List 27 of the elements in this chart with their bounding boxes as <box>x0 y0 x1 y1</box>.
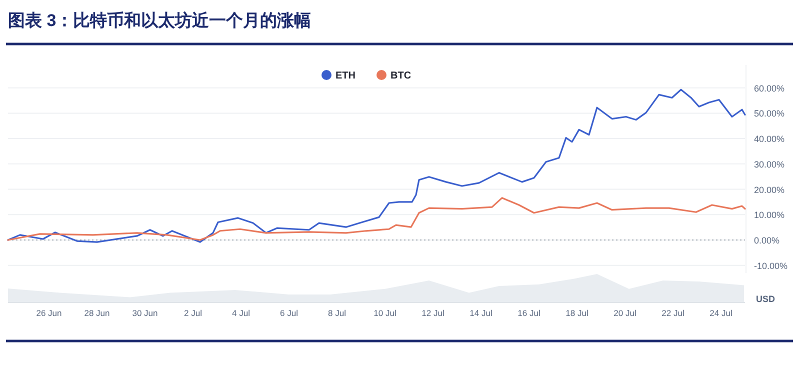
x-tick-label: 20 Jul <box>614 308 636 318</box>
x-tick-label: 22 Jul <box>662 308 684 318</box>
legend-label: ETH <box>336 70 356 82</box>
x-tick-label: 8 Jul <box>328 308 346 318</box>
y-tick-label: 50.00% <box>754 108 785 119</box>
x-tick-label: 30 Jun <box>132 308 158 318</box>
x-tick-label: 18 Jul <box>566 308 588 318</box>
x-tick-label: 16 Jul <box>518 308 540 318</box>
chart-title: 图表 3：比特币和以太坊近一个月的涨幅 <box>8 11 312 30</box>
x-tick-label: 4 Jul <box>232 308 250 318</box>
y-tick-label: 30.00% <box>754 159 785 170</box>
x-tick-label: 14 Jul <box>470 308 492 318</box>
x-tick-label: 2 Jul <box>184 308 202 318</box>
y-tick-label: -10.00% <box>754 260 788 271</box>
legend-label: BTC <box>390 70 412 82</box>
y-tick-label: 60.00% <box>754 83 785 94</box>
x-tick-label: 6 Jul <box>280 308 298 318</box>
y-axis-title: USD <box>756 294 776 304</box>
y-tick-label: 0.00% <box>754 236 780 246</box>
y-tick-label: 20.00% <box>754 184 785 195</box>
x-tick-label: 28 Jun <box>84 308 110 318</box>
x-tick-label: 24 Jul <box>710 308 732 318</box>
y-tick-label: 40.00% <box>754 134 785 144</box>
x-tick-label: 12 Jul <box>422 308 444 318</box>
x-tick-label: 10 Jul <box>374 308 396 318</box>
y-tick-label: 10.00% <box>754 210 785 220</box>
x-tick-label: 26 Jun <box>36 308 62 318</box>
